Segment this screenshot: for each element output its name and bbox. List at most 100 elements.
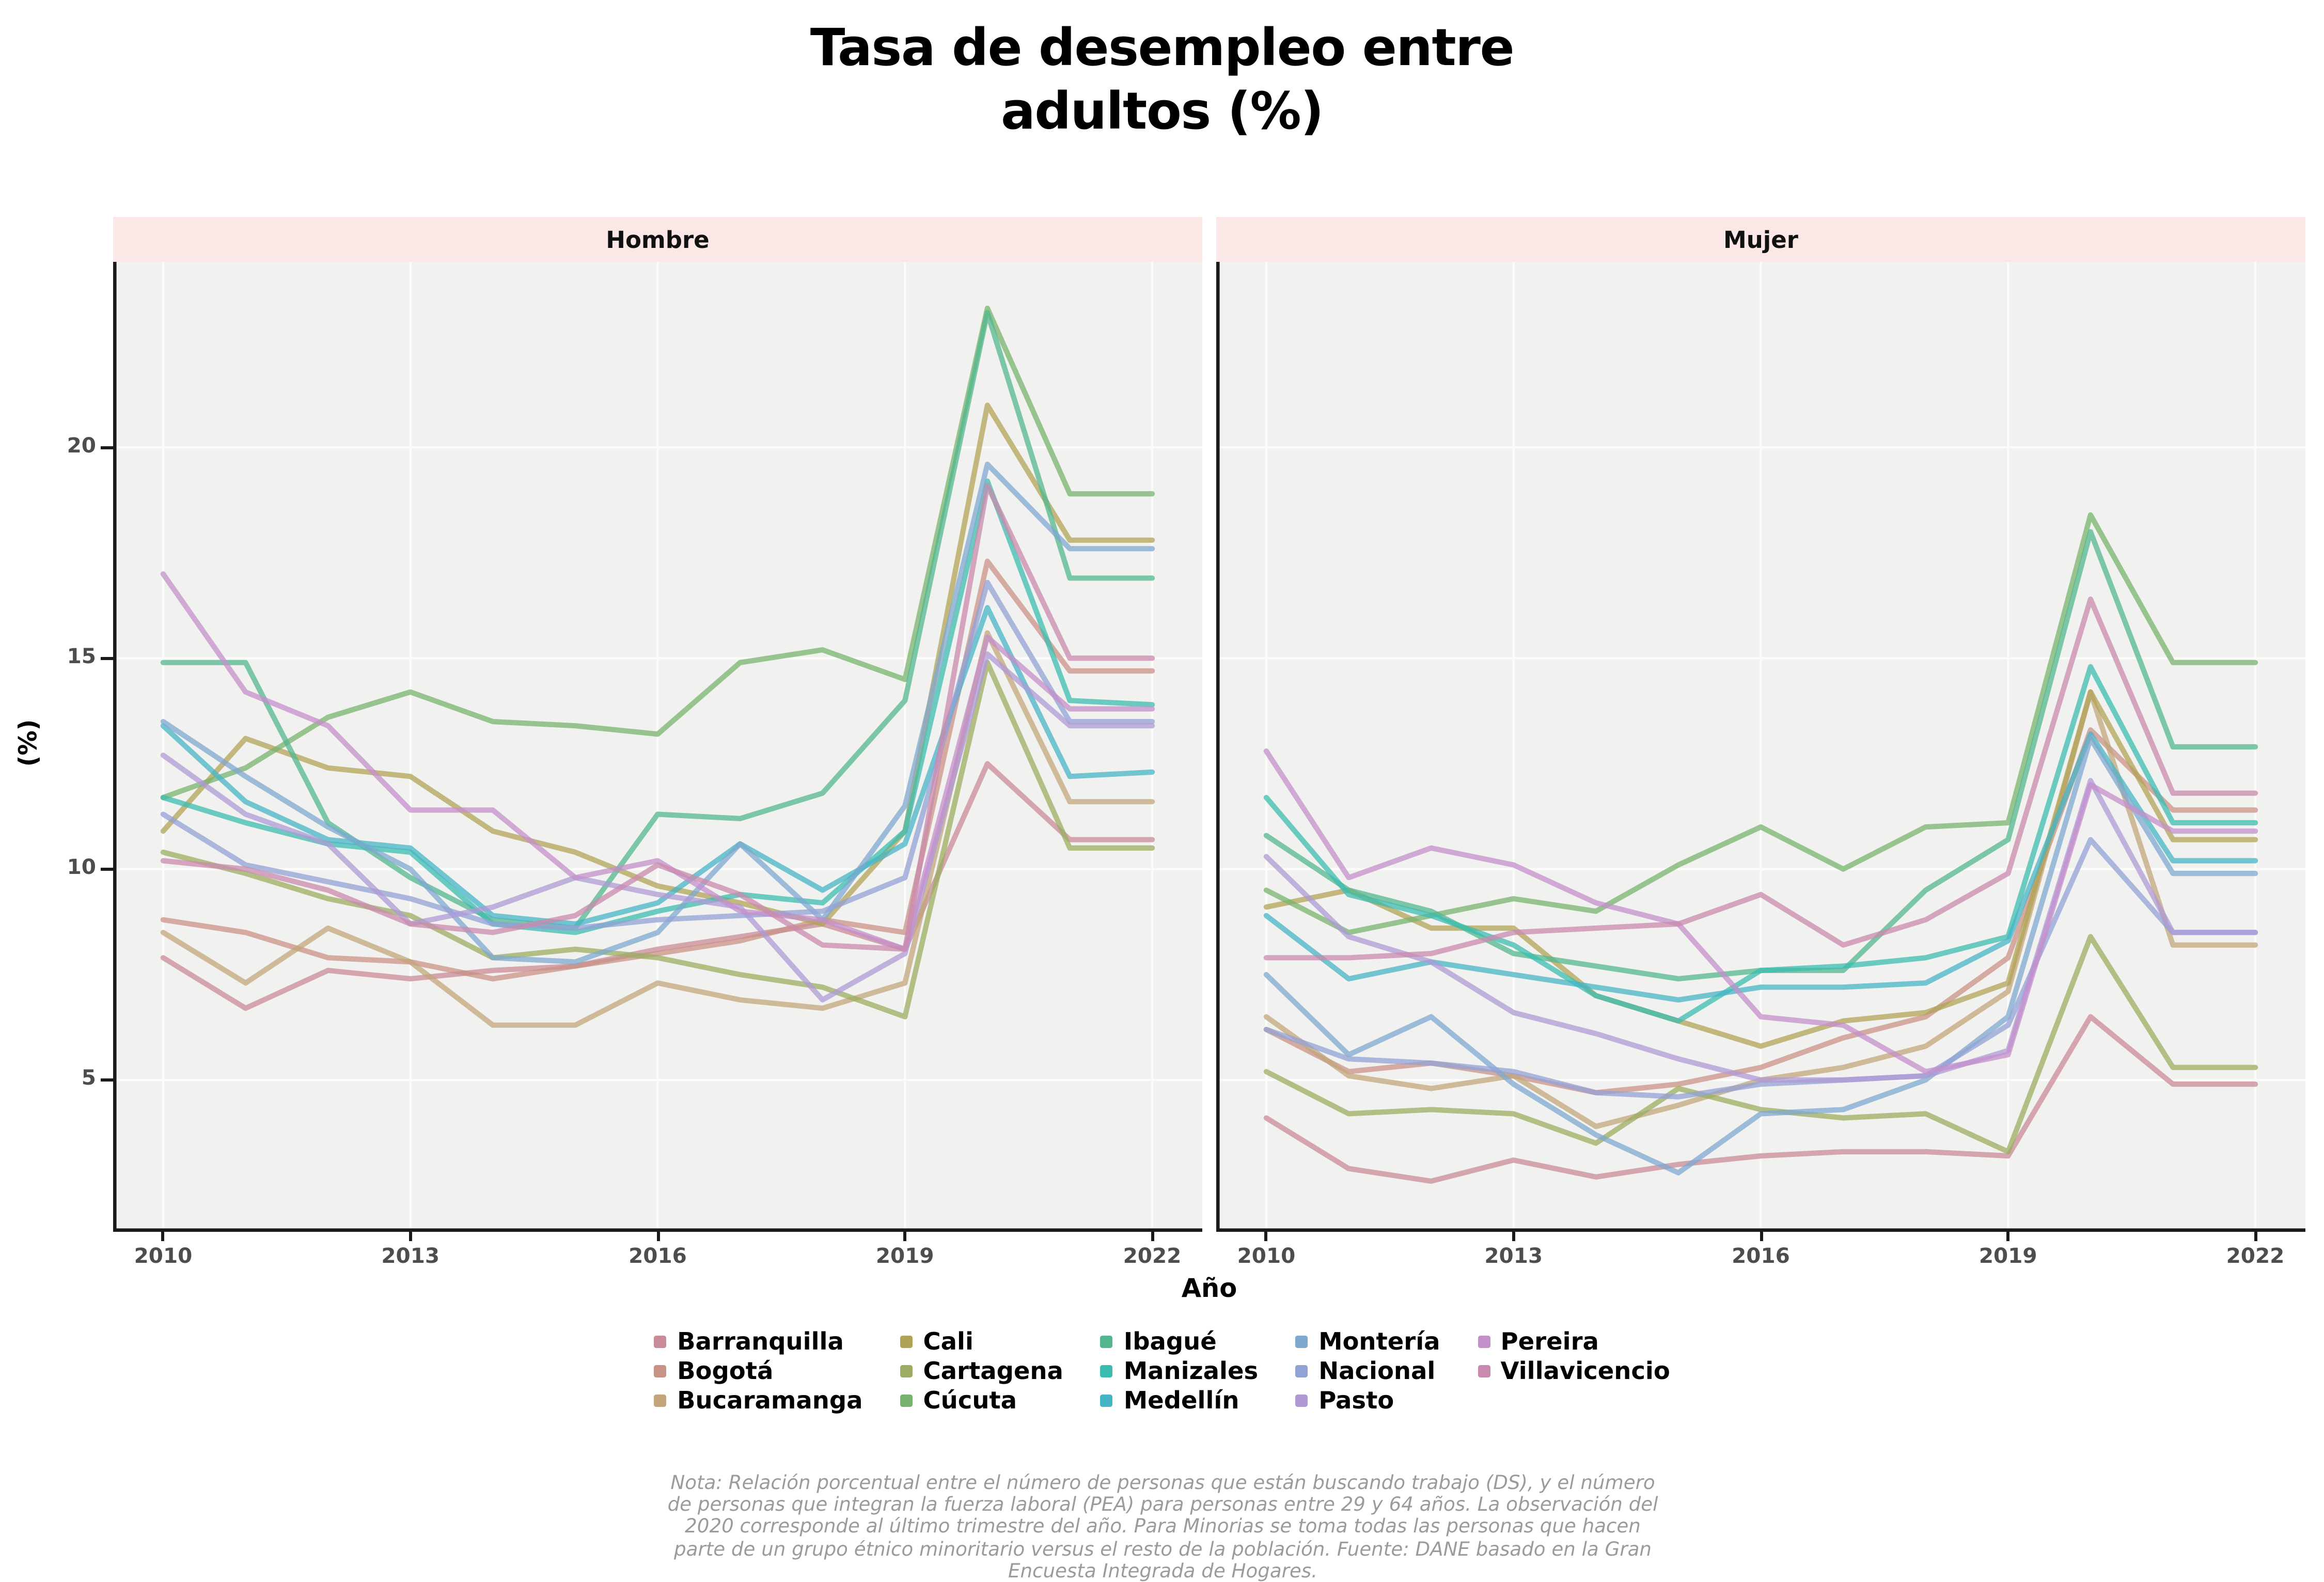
panel-canvas-mujer (1216, 262, 2305, 1232)
legend-label: Cali (923, 1327, 973, 1355)
panel-mujer: 2010 2013 2016 2019 2022 (1216, 262, 2305, 1269)
line-villavicencio (160, 482, 1155, 952)
legend-swatch-icon (1295, 1364, 1308, 1377)
legend-column: Montería Nacional Pasto (1295, 1326, 1440, 1415)
chart-title: Tasa de desempleo entre adultos (%) (0, 15, 2324, 143)
line-cali (1263, 689, 2258, 1049)
line-nacional (1263, 837, 2258, 1100)
x-tick-label-2010: 2010 (1237, 1244, 1296, 1269)
legend-item-cúcuta: Cúcuta (900, 1385, 1063, 1415)
legend-label: Bogotá (677, 1356, 774, 1385)
legend-item-medellín: Medellín (1100, 1385, 1258, 1415)
legend-swatch-icon (1295, 1335, 1308, 1348)
legend: Barranquilla Bogotá Bucaramanga Cali Cartage… (0, 1326, 2324, 1415)
legend-label: Pasto (1318, 1386, 1394, 1414)
x-tick-label-2019: 2019 (1978, 1244, 2037, 1269)
legend-swatch-icon (654, 1364, 667, 1377)
line-montería (160, 461, 1155, 965)
line-cali (160, 402, 1155, 927)
y-axis-title: (%) (13, 719, 43, 767)
x-tick-label-2013: 2013 (381, 1244, 440, 1269)
legend-swatch-icon (1477, 1335, 1490, 1348)
legend-item-pasto: Pasto (1295, 1385, 1440, 1415)
figure: Tasa de desempleo entre adultos (%) Homb… (0, 15, 2324, 1581)
legend-item-cali: Cali (900, 1326, 1063, 1356)
facet-strip-row: Hombre Mujer (113, 217, 2305, 262)
footnote: Nota: Relación porcentual entre el númer… (667, 1470, 1658, 1582)
legend-item-bucaramanga: Bucaramanga (654, 1385, 863, 1415)
line-ibagué (160, 310, 1155, 931)
line-nacional (160, 579, 1155, 931)
legend-swatch-icon (1100, 1335, 1113, 1348)
line-cartagena (1263, 934, 2258, 1154)
line-bucaramanga (160, 630, 1155, 1028)
x-tick-label-2019: 2019 (875, 1244, 934, 1269)
legend-item-montería: Montería (1295, 1326, 1440, 1356)
x-tick-mark (1512, 1232, 1515, 1241)
line-bogotá (160, 558, 1155, 982)
plot-area: 2010 2013 2016 2019 2022 5 10 15 20 2010 2013 2016… (67, 262, 2305, 1269)
line-pereira (160, 571, 1155, 952)
legend-column: Cali Cartagena Cúcuta (900, 1326, 1063, 1415)
x-tick-mark (1759, 1232, 1763, 1241)
legend-column: Barranquilla Bogotá Bucaramanga (654, 1326, 863, 1415)
legend-label: Pereira (1500, 1327, 1599, 1355)
facet-strip-mujer-label: Mujer (1723, 225, 1798, 254)
legend-label: Nacional (1318, 1356, 1436, 1385)
x-tick-label-2010: 2010 (134, 1244, 193, 1269)
x-tick-mark (903, 1232, 907, 1241)
x-tick-mark (2253, 1232, 2257, 1241)
legend-label: Barranquilla (677, 1327, 844, 1355)
legend-swatch-icon (900, 1393, 913, 1406)
x-tick-mark (409, 1232, 412, 1241)
y-tick-mark (101, 446, 113, 449)
legend-label: Medellín (1123, 1386, 1239, 1414)
y-tick-label-5: 5 (81, 1066, 96, 1091)
legend-swatch-icon (900, 1364, 913, 1377)
legend-item-bogotá: Bogotá (654, 1356, 862, 1385)
panel-canvas-hombre (113, 262, 1202, 1232)
legend-swatch-icon (654, 1335, 667, 1348)
legend-swatch-icon (1100, 1364, 1113, 1377)
legend-item-pereira: Pereira (1477, 1326, 1670, 1356)
legend-label: Bucaramanga (677, 1386, 863, 1414)
legend-item-manizales: Manizales (1100, 1356, 1259, 1385)
legend-swatch-icon (1295, 1393, 1308, 1406)
legend-label: Villavicencio (1500, 1356, 1670, 1385)
legend-column: Ibagué Manizales Medellín (1100, 1326, 1259, 1415)
line-montería (1263, 735, 2258, 1176)
legend-item-nacional: Nacional (1295, 1356, 1440, 1385)
line-cúcuta (160, 305, 1155, 801)
legend-label: Cúcuta (923, 1386, 1017, 1414)
facet-strip-hombre: Hombre (113, 217, 1202, 262)
line-barranquilla (1263, 1014, 2258, 1184)
x-tick-label-2016: 2016 (1732, 1244, 1790, 1269)
line-pasto (1263, 778, 2258, 1083)
y-tick-label-10: 10 (67, 855, 96, 880)
legend-swatch-icon (654, 1393, 667, 1406)
line-barranquilla (160, 761, 1155, 1011)
legend-item-villavicencio: Villavicencio (1477, 1356, 1670, 1385)
x-tick-label-2022: 2022 (2226, 1244, 2285, 1269)
chart-title-line1: Tasa de desempleo entre (810, 17, 1515, 77)
legend-label: Manizales (1123, 1356, 1259, 1385)
line-pereira (1263, 748, 2258, 1074)
x-tick-label-2016: 2016 (629, 1244, 687, 1269)
y-tick-mark (101, 867, 113, 871)
legend-swatch-icon (1477, 1364, 1490, 1377)
x-tick-label-2013: 2013 (1484, 1244, 1543, 1269)
y-tick-label-20: 20 (67, 433, 96, 459)
line-manizales (1263, 664, 2258, 1024)
panel-hombre: 2010 2013 2016 2019 2022 5 10 15 20 (67, 262, 1202, 1269)
x-tick-mark (656, 1232, 659, 1241)
legend-item-barranquilla: Barranquilla (654, 1326, 862, 1356)
x-tick-mark (2006, 1232, 2010, 1241)
facet-strip-mujer: Mujer (1216, 217, 2305, 262)
legend-label: Cartagena (923, 1356, 1063, 1385)
legend-swatch-icon (1100, 1393, 1113, 1406)
legend-item-cartagena: Cartagena (900, 1356, 1063, 1385)
x-tick-mark (161, 1232, 165, 1241)
legend-swatch-icon (900, 1335, 913, 1348)
y-tick-label-15: 15 (67, 644, 96, 669)
line-villavicencio (1263, 596, 2258, 961)
